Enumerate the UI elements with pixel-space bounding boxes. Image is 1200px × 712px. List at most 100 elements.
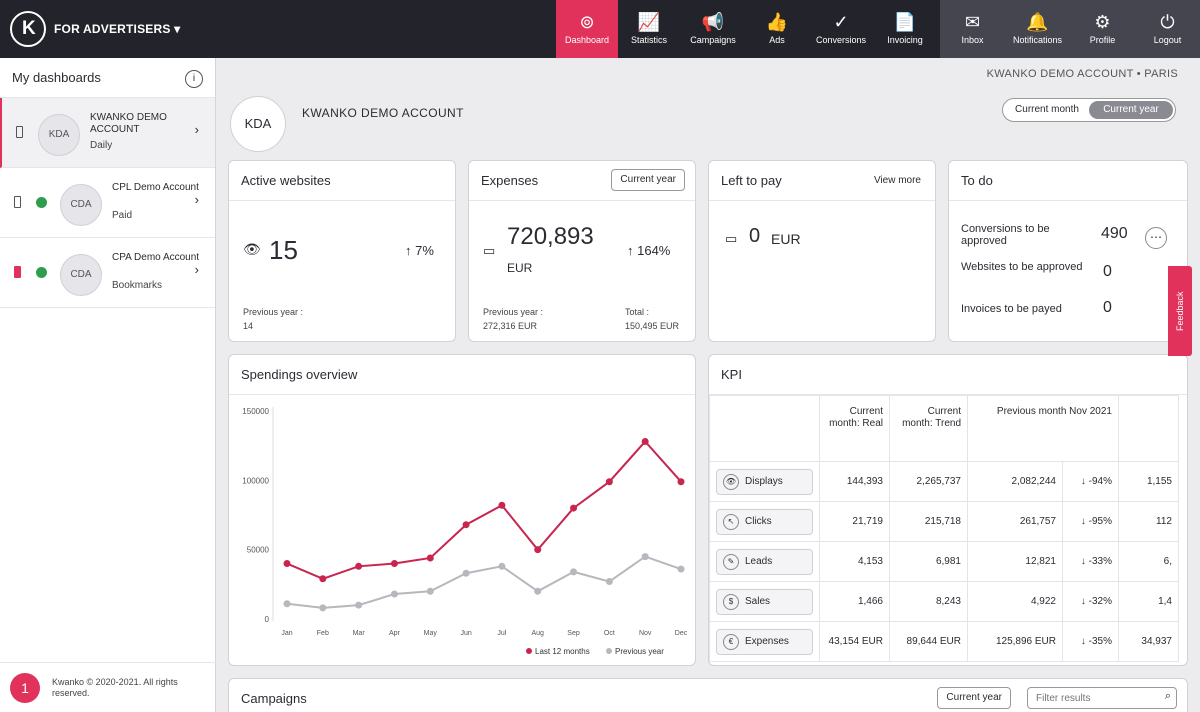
feedback-tab[interactable]: Feedback [1168,266,1192,356]
kpi-current-real: 21,719 [819,501,890,542]
nav-invoicing[interactable]: 📄 Invoicing [887,12,923,45]
account-item-cpl-demo[interactable]: CDA CPL Demo Account Paid › [0,168,215,238]
x-tick-label: Mar [353,630,366,637]
kpi-row-label[interactable]: $ Sales [716,588,813,615]
campaigns-search-input[interactable] [1027,687,1177,709]
advertisers-dropdown[interactable]: FOR ADVERTISERS ▾ [54,22,181,36]
search-icon: ⌕ [1164,690,1171,702]
nav-ads[interactable]: 👍 Ads [765,12,789,45]
legend-swatch [526,648,532,654]
account-item-cpa-demo[interactable]: CDA CPA Demo Account Bookmarks › [0,238,215,308]
account-subtitle: Bookmarks [112,280,163,291]
counter-badge[interactable]: 1 [10,673,40,703]
kpi-row-label[interactable]: 👁 Displays [716,468,813,495]
spendings-card: Spendings overview 0 50000 100000 150000 Jan… [228,354,696,666]
kpi-row: $ Sales 1,466 8,243 4,922 ↓ -32% 1,4 [709,581,1179,622]
nav-profile[interactable]: ⚙ Profile [1089,12,1116,45]
expenses-card: Expenses Current year ▭ 720,893 EUR ↑ 164… [468,160,696,342]
previous-value: 272,316 EUR [483,321,538,331]
y-tick-label: 50000 [247,546,270,555]
more-options-icon[interactable]: ⋯ [1145,227,1167,249]
copyright-text: Kwanko © 2020-2021. All rights reserved. [52,677,178,698]
nav-logout[interactable]: ⏻ Logout [1153,12,1182,45]
data-point [570,504,578,512]
info-icon[interactable]: i [185,70,203,88]
data-point [426,554,434,562]
total-value: 150,495 EUR [625,321,680,331]
kpi-row-label-cell: ↖ Clicks [709,501,820,542]
kpi-current-real: 4,153 [819,541,890,582]
data-point [570,568,578,576]
main-nav: ⊚ Dashboard 📈 Statistics 📢 Campaigns 👍 Ads ✓… [556,0,936,58]
kpi-row-label[interactable]: ↖ Clicks [716,508,813,535]
kpi-previous-value: 125,896 EUR [967,621,1063,662]
kpi-table: Current month: Real Current month: Trend… [709,395,1179,662]
todo-label: Conversions to be approved [961,223,1050,247]
kpi-current-real: 43,154 EUR [819,621,890,662]
expenses-period-button[interactable]: Current year [611,169,685,191]
kpi-change: ↓ -95% [1062,501,1119,542]
data-point [498,501,506,509]
card-title: Spendings overview [229,355,695,395]
period-current-month[interactable]: Current month [1015,104,1079,115]
data-point [641,553,649,561]
data-point [605,578,613,586]
data-point [319,604,327,612]
view-more-link[interactable]: View more [873,175,921,186]
chevron-right-icon: › [194,122,199,137]
col-current-trend: Current month: Trend [889,395,968,462]
bookmark-icon[interactable] [16,126,23,138]
todo-value: 0 [1103,299,1112,316]
kpi-row-label-cell: 👁 Displays [709,461,820,502]
kpi-metric-name: Clicks [745,516,772,527]
dashboards-sidebar: My dashboards i KDA KWANKO DEMO ACCOUNT … [0,58,216,712]
legend-label: Previous year [615,647,664,656]
period-current-year[interactable]: Current year [1089,101,1173,119]
campaigns-period-button[interactable]: Current year [937,687,1011,709]
legend-swatch [606,648,612,654]
previous-label: Previous year : [243,307,304,317]
sidebar-header: My dashboards i [0,58,215,98]
status-dot-icon [36,267,47,278]
previous-label: Previous year : [483,307,544,317]
sidebar-footer: 1 Kwanko © 2020-2021. All rights reserve… [0,662,216,712]
nav-statistics[interactable]: 📈 Statistics [630,12,667,45]
user-nav: ✉ Inbox 🔔 Notifications ⚙ Profile ⏻ Logout [940,0,1200,58]
data-point [283,600,291,608]
chevron-right-icon: › [194,262,199,277]
nav-dashboard[interactable]: ⊚ Dashboard [556,0,618,58]
nav-inbox[interactable]: ✉ Inbox [961,12,984,45]
data-point [677,478,685,486]
left-to-pay-card: Left to pay View more ▭ 0 EUR [708,160,936,342]
kpi-metric-name: Expenses [745,636,789,647]
card-title: To do [949,161,1187,201]
kpi-metric-name: Leads [745,556,773,567]
nav-campaigns[interactable]: 📢 Campaigns [690,12,736,45]
data-point [319,575,327,583]
kwanko-logo[interactable]: K [10,11,46,47]
nav-notifications[interactable]: 🔔 Notifications [1012,12,1063,45]
kpi-metric-icon: € [723,633,739,650]
expenses-trend: ↑ 164% [627,243,671,258]
data-point [641,438,649,446]
kpi-row-label-cell: ✎ Leads [709,541,820,582]
kpi-current-trend: 2,265,737 [889,461,968,502]
kpi-metric-icon: ✎ [723,553,739,570]
kpi-row-label[interactable]: € Expenses [716,628,813,655]
kpi-previous-value: 2,082,244 [967,461,1063,502]
bookmark-icon[interactable] [14,196,21,208]
power-icon: ⏻ [1160,12,1175,32]
x-tick-label: Nov [639,630,652,637]
kpi-row-label[interactable]: ✎ Leads [716,548,813,575]
kpi-metric-icon: 👁 [723,473,739,490]
nav-conversions[interactable]: ✓ Conversions [815,12,867,45]
series-line [286,555,682,609]
dashboard-icon: ⊚ [579,12,595,32]
card-title: Expenses Current year [469,161,695,201]
account-item-kwanko-demo[interactable]: KDA KWANKO DEMO ACCOUNT Daily › [0,98,215,168]
bookmark-icon[interactable] [14,266,21,278]
invoice-icon: 📄 [893,12,917,32]
y-tick-label: 150000 [242,407,269,416]
card-title: KPI [709,355,1187,395]
period-toggle: Current month Current year [1002,98,1176,122]
